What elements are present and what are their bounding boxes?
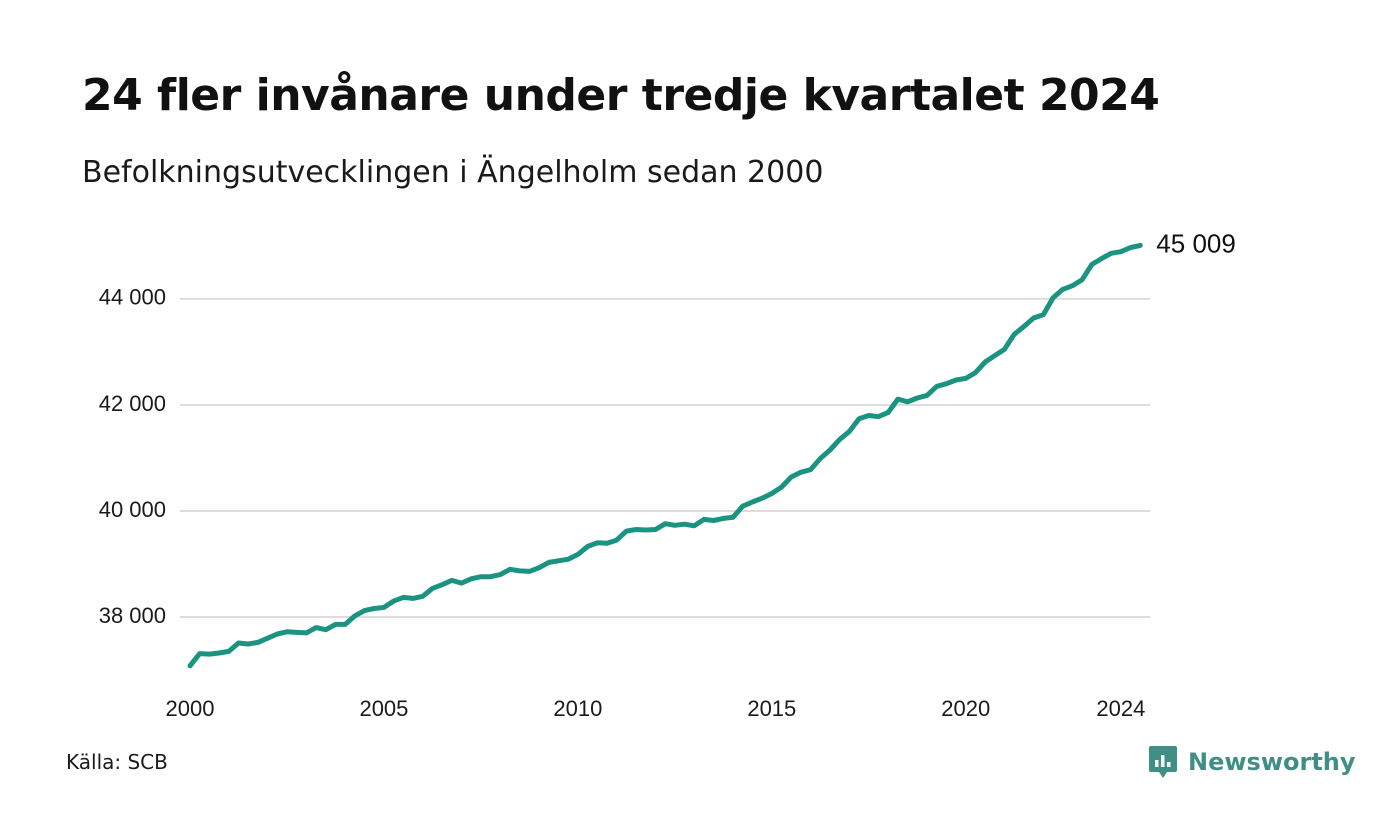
x-axis-ticks: 2000 2005 2010 2015 2020 2024 (166, 696, 1146, 721)
x-tick-label: 2024 (1096, 696, 1145, 721)
grid-lines (180, 297, 1150, 618)
end-value-label: 45 009 (1156, 228, 1236, 258)
brand-name: Newsworthy (1188, 748, 1356, 776)
x-tick-label: 2000 (166, 696, 215, 721)
page-subtitle: Befolkningsutvecklingen i Ängelholm seda… (82, 155, 824, 190)
y-tick-label: 42 000 (99, 391, 166, 416)
y-tick-label: 44 000 (99, 285, 166, 310)
y-tick-label: 38 000 (99, 603, 166, 628)
x-tick-label: 2005 (359, 696, 408, 721)
y-axis-ticks: 38 000 40 000 42 000 44 000 (99, 285, 166, 628)
newsworthy-logo-icon (1149, 746, 1177, 778)
population-series-line (187, 242, 1143, 669)
x-tick-label: 2010 (553, 696, 602, 721)
brand-logo: Newsworthy (1148, 744, 1356, 780)
page-title: 24 fler invånare under tredje kvartalet … (82, 70, 1160, 121)
x-tick-label: 2015 (747, 696, 796, 721)
source-note: Källa: SCB (66, 750, 168, 774)
y-tick-label: 40 000 (99, 497, 166, 522)
x-tick-label: 2020 (941, 696, 990, 721)
